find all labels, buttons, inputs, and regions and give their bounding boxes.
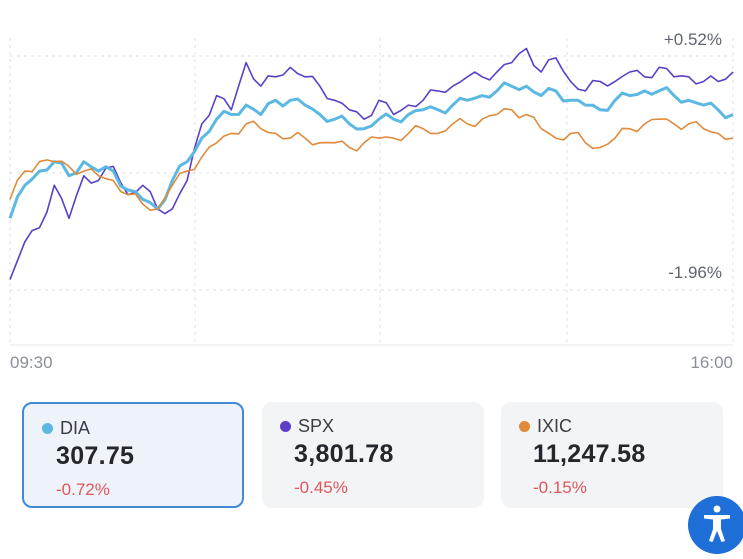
x-axis-label-start: 09:30	[10, 353, 53, 372]
x-axis-label-end: 16:00	[690, 353, 733, 372]
accessibility-icon	[704, 505, 730, 542]
ticker-name-row: DIA	[42, 418, 90, 439]
series-line-spx	[9, 47, 734, 280]
y-axis-label-bottom: -1.96%	[668, 263, 722, 282]
ticker-price: 307.75	[56, 442, 135, 470]
ticker-name-row: SPX	[280, 416, 334, 437]
intraday-chart[interactable]: +0.52% -1.96% 09:30 16:00	[0, 0, 743, 380]
ticker-symbol: DIA	[60, 418, 91, 438]
ticker-card-dia[interactable]: DIA 307.75 -0.72%	[22, 402, 244, 508]
ticker-symbol: IXIC	[537, 416, 573, 436]
y-axis-label-top: +0.52%	[664, 30, 722, 49]
series-line-dia	[8, 81, 734, 219]
ticker-change: -0.72%	[56, 480, 110, 499]
ticker-symbol: SPX	[298, 416, 335, 436]
ticker-card-spx[interactable]: SPX 3,801.78 -0.45%	[262, 402, 484, 508]
ticker-name-row: IXIC	[519, 416, 572, 437]
series-color-dot	[280, 421, 291, 432]
series-layer	[8, 47, 734, 280]
series-color-dot	[42, 423, 53, 434]
accessibility-button[interactable]	[688, 496, 743, 554]
series-color-dot	[519, 421, 530, 432]
ticker-card-ixic[interactable]: IXIC 11,247.58 -0.15%	[501, 402, 723, 508]
ticker-price: 11,247.58	[533, 440, 646, 468]
series-line-ixic	[9, 108, 734, 211]
ticker-change: -0.15%	[533, 478, 587, 497]
ticker-price: 3,801.78	[294, 440, 394, 468]
ticker-cards: DIA 307.75 -0.72% SPX 3,801.78 -0.45% IX…	[22, 402, 723, 510]
chart-grid	[9, 38, 734, 345]
ticker-change: -0.45%	[294, 478, 348, 497]
